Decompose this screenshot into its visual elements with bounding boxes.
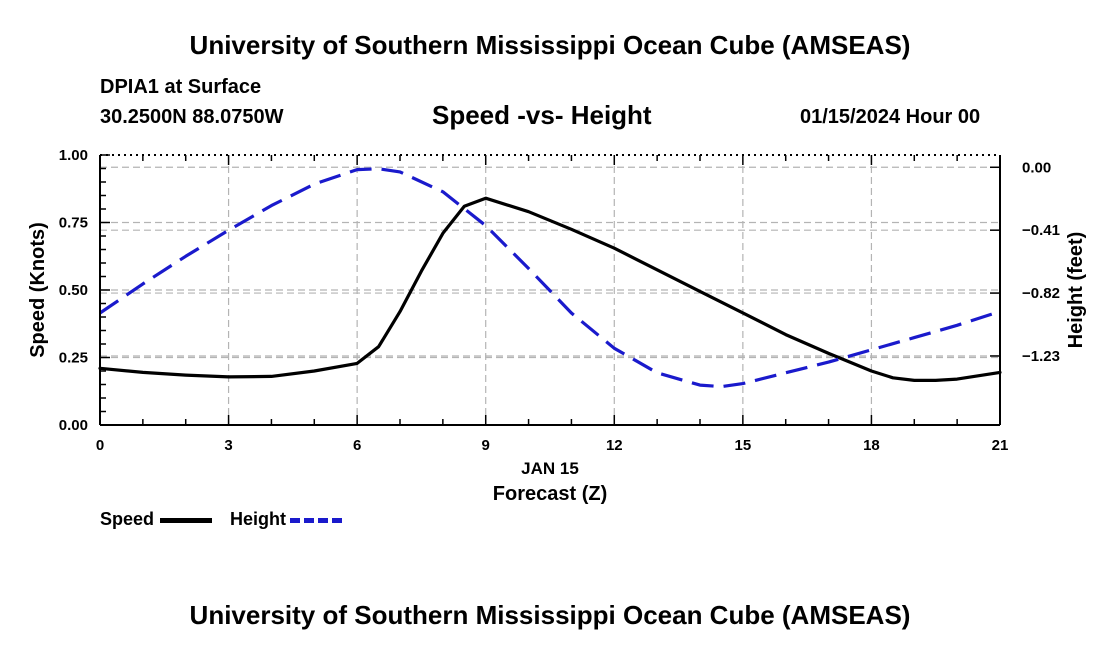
datetime-label: 01/15/2024 Hour 00 (800, 106, 981, 128)
y-right-tick-label: 0.00 (1022, 159, 1051, 176)
legend-speed-swatch (160, 518, 212, 523)
y-right-axis-title: Height (feet) (1065, 232, 1087, 349)
y-left-tick-label: 0.50 (59, 282, 88, 299)
x-tick-label: 3 (224, 437, 232, 454)
page-title-top: University of Southern Mississippi Ocean… (189, 30, 911, 60)
y-left-tick-label: 1.00 (59, 147, 88, 164)
x-axis-date-label: JAN 15 (521, 459, 579, 478)
y-left-tick-label: 0.25 (59, 350, 88, 367)
y-left-tick-label: 0.00 (59, 417, 88, 434)
x-tick-label: 15 (735, 437, 752, 454)
y-left-axis-title: Speed (Knots) (27, 222, 49, 358)
x-tick-label: 6 (353, 437, 361, 454)
x-tick-label: 12 (606, 437, 623, 454)
coordinates-label: 30.2500N 88.0750W (100, 106, 284, 128)
legend-speed-label: Speed (100, 509, 155, 529)
y-left-tick-label: 0.75 (59, 215, 88, 232)
y-right-tick-label: −1.23 (1022, 348, 1060, 365)
y-right-tick-label: −0.82 (1022, 285, 1060, 302)
x-tick-label: 0 (96, 437, 104, 454)
x-tick-label: 21 (992, 437, 1009, 454)
y-right-tick-label: −0.41 (1022, 222, 1060, 239)
legend-height-label: Height (230, 509, 286, 529)
series-line-speed (98, 196, 1002, 382)
page-title-bottom: University of Southern Mississippi Ocean… (189, 600, 911, 630)
x-axis-title: Forecast (Z) (493, 483, 607, 505)
series-line-height (99, 167, 1001, 389)
x-tick-label: 18 (863, 437, 880, 454)
station-label: DPIA1 at Surface (100, 76, 262, 98)
chart-subtitle: Speed -vs- Height (432, 100, 652, 130)
x-tick-label: 9 (482, 437, 490, 454)
legend-height-swatch (290, 518, 342, 523)
